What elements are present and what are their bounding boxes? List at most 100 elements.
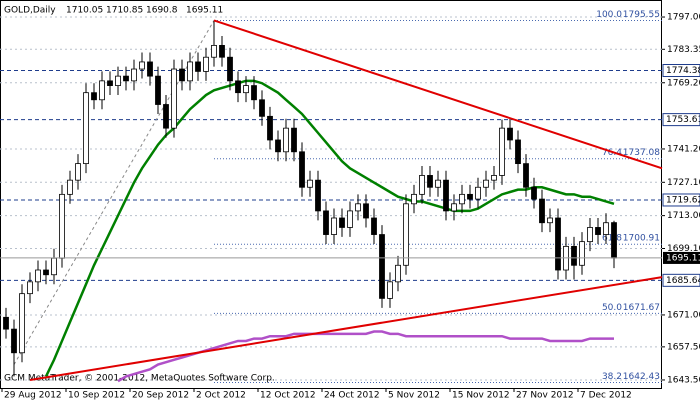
candle-body <box>155 75 161 105</box>
fib-value: 1671.67 <box>623 303 660 313</box>
fib-level-label: 38.2 <box>602 372 622 382</box>
x-tick-label: 12 Oct 2012 <box>260 391 316 401</box>
candle-body <box>539 198 545 224</box>
price-label: 1695.11 <box>666 253 700 263</box>
fib-value: 1737.08 <box>623 148 660 158</box>
level-box <box>662 113 700 127</box>
candle-body <box>259 99 265 117</box>
candle-body <box>123 75 129 82</box>
candle-body <box>107 80 113 86</box>
candle-body <box>251 85 257 101</box>
candle-body <box>435 179 441 188</box>
candle-body <box>451 203 457 212</box>
ohlc-high: 1710.85 <box>106 6 143 16</box>
y-tick-label: 1643.50 <box>667 375 700 385</box>
candle-body <box>243 85 249 94</box>
ohlc-open: 1710.05 <box>66 6 103 16</box>
candle-body <box>467 193 473 200</box>
candle-body <box>67 179 73 195</box>
candle-body <box>411 193 417 205</box>
candle-body <box>587 227 593 243</box>
x-tick-label: 15 Nov 2012 <box>452 391 510 401</box>
candle-body <box>307 179 313 188</box>
candle-body <box>579 241 585 266</box>
candle-body <box>459 193 465 205</box>
candle-body <box>339 217 345 228</box>
candle-body <box>363 203 369 219</box>
candle-body <box>227 56 233 82</box>
price-box <box>663 251 700 264</box>
x-tick-label: 10 Sep 2012 <box>68 391 125 401</box>
y-tick-label: 1783.35 <box>667 45 700 55</box>
x-tick-label: 29 Aug 2012 <box>4 391 62 401</box>
candle-body <box>283 127 289 153</box>
candle-body <box>3 316 9 330</box>
candle-body <box>91 92 97 101</box>
candle-body <box>219 44 225 58</box>
candle-body <box>427 175 433 188</box>
candle-body <box>75 163 81 181</box>
y-tick-label: 1713.00 <box>667 211 700 221</box>
fib-level-label: 50.0 <box>602 303 622 313</box>
x-tick-label: 20 Sep 2012 <box>132 391 189 401</box>
y-tick-label: 1797.00 <box>667 13 700 23</box>
level-box <box>662 273 700 287</box>
candle-body <box>275 139 281 153</box>
candle-body <box>179 68 185 82</box>
candle-body <box>331 217 337 235</box>
candle-body <box>115 75 121 86</box>
candle-body <box>203 56 209 72</box>
candle-body <box>555 217 561 271</box>
candle-body <box>523 163 529 188</box>
candle-body <box>603 222 609 235</box>
fib-value: 1642.43 <box>623 372 660 382</box>
trendline <box>29 276 663 381</box>
candle-body <box>299 151 305 188</box>
candle-body <box>19 293 25 354</box>
candle-body <box>379 234 385 299</box>
candle-body <box>499 127 505 176</box>
candle-body <box>611 222 617 259</box>
candle-body <box>491 175 497 181</box>
y-tick-label: 1657.50 <box>667 342 700 352</box>
candle-body <box>315 179 321 212</box>
candle-body <box>387 281 393 299</box>
candle-body <box>347 210 353 228</box>
fib-level-label: 100.0 <box>596 10 622 20</box>
candle-body <box>27 281 33 295</box>
candle-body <box>371 217 377 235</box>
candle-body <box>147 61 153 77</box>
candle-body <box>419 175 425 195</box>
candle-body <box>395 264 401 283</box>
candle-body <box>163 104 169 129</box>
candle-body <box>323 210 329 235</box>
candle-body <box>211 44 217 58</box>
candle-body <box>475 186 481 200</box>
x-tick-label: 2 Oct 2012 <box>196 391 246 401</box>
candle-body <box>571 245 577 266</box>
candle-body <box>547 217 553 224</box>
moving-average <box>44 79 615 377</box>
y-tick-label: 1741.20 <box>667 144 700 154</box>
candle-body <box>355 203 361 212</box>
candle-body <box>11 328 17 354</box>
ohlc-close: 1695.11 <box>186 6 223 16</box>
candle-body <box>83 92 89 165</box>
candle-body <box>59 193 65 259</box>
candle-body <box>187 61 193 82</box>
x-tick-label: 7 Dec 2012 <box>580 391 632 401</box>
candle-body <box>515 139 521 165</box>
candle-body <box>99 80 105 101</box>
x-tick-label: 24 Oct 2012 <box>324 391 380 401</box>
level-label: 1685.64 <box>666 276 700 286</box>
level-box <box>662 193 700 207</box>
y-tick-label: 1671.00 <box>667 310 700 320</box>
candle-body <box>267 115 273 141</box>
fib-value: 1700.91 <box>623 234 660 244</box>
level-label: 1719.62 <box>666 195 700 205</box>
candle-body <box>595 227 601 235</box>
candle-body <box>51 257 57 276</box>
y-tick-label: 1699.10 <box>667 244 700 254</box>
symbol: GOLD,Daily <box>4 6 56 16</box>
candle-body <box>531 186 537 200</box>
